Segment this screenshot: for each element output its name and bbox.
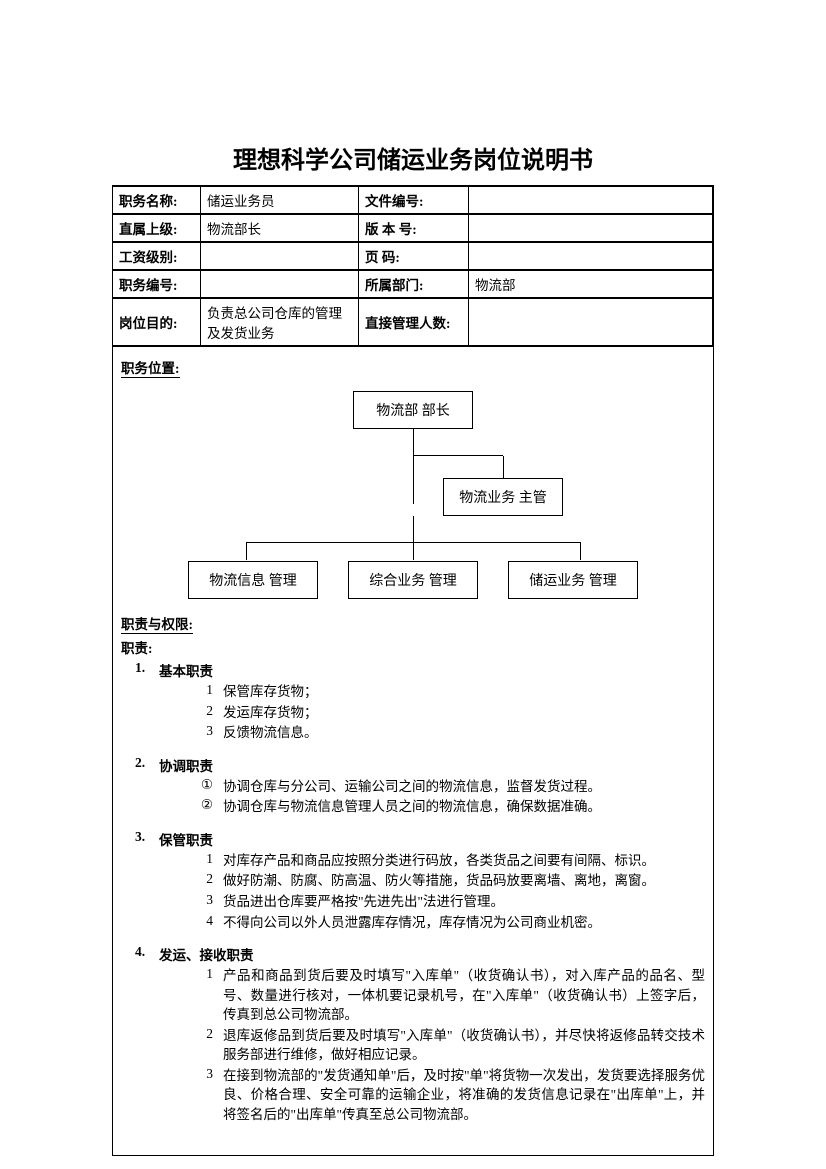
table-row: 直属上级: 物流部长 版 本 号: xyxy=(113,214,713,242)
cell-value xyxy=(469,242,713,270)
org-chart: 物流部 部长 物流业务 主管 xyxy=(121,391,705,599)
list-marker: 2 xyxy=(191,1026,213,1065)
list-marker: 3. xyxy=(135,829,159,934)
table-row: 工资级别: 页 码: xyxy=(113,242,713,270)
table-row: 职务名称: 储运业务员 文件编号: xyxy=(113,186,713,214)
duties-subhead: 职责: xyxy=(121,637,705,657)
cell-label: 文件编号: xyxy=(359,186,469,214)
table-row: 职务编号: 所属部门: 物流部 xyxy=(113,270,713,298)
list-marker: 4 xyxy=(191,913,213,933)
list-marker: ② xyxy=(191,797,213,817)
org-hbar-bottom xyxy=(121,542,705,543)
table-row: 岗位目的: 负责总公司仓库的管理及发货业务 直接管理人数: xyxy=(113,298,713,346)
cell-label: 工资级别: xyxy=(113,242,201,270)
list-marker: 2 xyxy=(191,871,213,891)
org-connector xyxy=(121,456,705,478)
duty-items: 1 对库存产品和商品应按照分类进行码放，各类货品之间要有间隔、标识。 2 做好防潮、… xyxy=(191,851,705,932)
section-head-text: 职务位置: xyxy=(121,361,180,378)
duty-section: 4. 发运、接收职责 1产品和商品到货后要及时填写"入库单"（收货确认书），对入… xyxy=(135,944,705,1127)
list-marker: 2. xyxy=(135,755,159,819)
duty-item: 发运库存货物； xyxy=(223,703,705,723)
duties-list: 1. 基本职责 1 保管库存货物； 2 发运库存货物； 3 反馈物流信息。 2. 协调… xyxy=(121,660,705,1127)
cell-value xyxy=(469,186,713,214)
duty-items: 1 保管库存货物； 2 发运库存货物； 3 反馈物流信息。 xyxy=(191,682,705,743)
list-marker: 1. xyxy=(135,660,159,745)
duty-item: 货品进出仓库要严格按"先进先出"法进行管理。 xyxy=(223,892,705,912)
cell-value: 物流部 xyxy=(469,270,713,298)
list-marker: 2 xyxy=(191,703,213,723)
org-leaves: 物流信息 管理 综合业务 管理 储运业务 管理 xyxy=(121,561,705,599)
list-marker: 1 xyxy=(191,851,213,871)
list-marker: 1 xyxy=(191,966,213,1025)
duty-section: 1. 基本职责 1 保管库存货物； 2 发运库存货物； 3 反馈物流信息。 xyxy=(135,660,705,745)
duty-title: 基本职责 xyxy=(159,664,213,679)
org-node-top: 物流部 部长 xyxy=(353,391,473,429)
duties-head-text: 职责与权限: xyxy=(121,617,193,634)
page-root: 理想科学公司储运业务岗位说明书 职务名称: 储运业务员 文件编号: 直属上级: … xyxy=(0,0,826,1169)
body-wrap: 职务位置: 物流部 部长 物流业务 主管 xyxy=(112,347,714,1156)
duty-item: 在接到物流部的"发货通知单"后，及时按"单"将货物一次发出，发货要选择服务优良、… xyxy=(223,1066,705,1125)
org-node-leaf: 综合业务 管理 xyxy=(348,561,478,599)
cell-label: 所属部门: xyxy=(359,270,469,298)
duty-item: 产品和商品到货后要及时填写"入库单"（收货确认书），对入库产品的品名、型号、数量… xyxy=(223,966,705,1025)
info-table: 职务名称: 储运业务员 文件编号: 直属上级: 物流部长 版 本 号: 工资级别… xyxy=(112,185,714,347)
cell-value xyxy=(201,242,359,270)
cell-label: 直属上级: xyxy=(113,214,201,242)
duty-item: 保管库存货物； xyxy=(223,682,705,702)
duty-title: 协调职责 xyxy=(159,759,213,774)
org-node-leaf: 物流信息 管理 xyxy=(188,561,318,599)
cell-value: 物流部长 xyxy=(201,214,359,242)
list-marker: 3 xyxy=(191,1066,213,1125)
cell-value xyxy=(469,214,713,242)
duty-item: 退库返修品到货后要及时填写"入库单"（收货确认书），并尽快将返修品转交技术服务部… xyxy=(223,1026,705,1065)
duty-item: 反馈物流信息。 xyxy=(223,723,705,743)
cell-value: 储运业务员 xyxy=(201,186,359,214)
duties-head: 职责与权限: xyxy=(121,613,705,633)
cell-label: 页 码: xyxy=(359,242,469,270)
duty-title: 保管职责 xyxy=(159,833,213,848)
org-connector xyxy=(121,516,705,542)
duty-section: 2. 协调职责 ① 协调仓库与分公司、运输公司之间的物流信息，监督发货过程。 ②协… xyxy=(135,755,705,819)
duty-item: 对库存产品和商品应按照分类进行码放，各类货品之间要有间隔、标识。 xyxy=(223,851,705,871)
cell-value xyxy=(201,270,359,298)
section-position-head: 职务位置: xyxy=(121,357,705,377)
duty-item: 协调仓库与物流信息管理人员之间的物流信息，确保数据准确。 xyxy=(223,797,705,817)
cell-value: 负责总公司仓库的管理及发货业务 xyxy=(201,298,359,346)
org-node-mid: 物流业务 主管 xyxy=(443,478,563,516)
cell-value xyxy=(469,298,713,346)
duty-title: 发运、接收职责 xyxy=(159,948,254,963)
cell-label: 职务编号: xyxy=(113,270,201,298)
list-marker: ① xyxy=(191,777,213,797)
doc-title: 理想科学公司储运业务岗位说明书 xyxy=(112,140,714,175)
list-marker: 3 xyxy=(191,892,213,912)
duty-item: 做好防潮、防腐、防高温、防火等措施，货品码放要离墙、离地，离窗。 xyxy=(223,871,705,891)
cell-label: 岗位目的: xyxy=(113,298,201,346)
list-marker: 1 xyxy=(191,682,213,702)
cell-label: 直接管理人数: xyxy=(359,298,469,346)
list-marker: 4. xyxy=(135,944,159,1127)
org-node-leaf: 储运业务 管理 xyxy=(508,561,638,599)
list-marker: 3 xyxy=(191,723,213,743)
duty-section: 3. 保管职责 1 对库存产品和商品应按照分类进行码放，各类货品之间要有间隔、标识… xyxy=(135,829,705,934)
org-connector xyxy=(121,429,705,455)
duty-items: ① 协调仓库与分公司、运输公司之间的物流信息，监督发货过程。 ② 协调仓库与物流信息… xyxy=(191,777,705,817)
duty-item: 不得向公司以外人员泄露库存情况，库存情况为公司商业机密。 xyxy=(223,913,705,933)
cell-label: 职务名称: xyxy=(113,186,201,214)
duty-item: 协调仓库与分公司、运输公司之间的物流信息，监督发货过程。 xyxy=(223,777,705,797)
cell-label: 版 本 号: xyxy=(359,214,469,242)
duty-items: 1产品和商品到货后要及时填写"入库单"（收货确认书），对入库产品的品名、型号、数… xyxy=(191,966,705,1125)
